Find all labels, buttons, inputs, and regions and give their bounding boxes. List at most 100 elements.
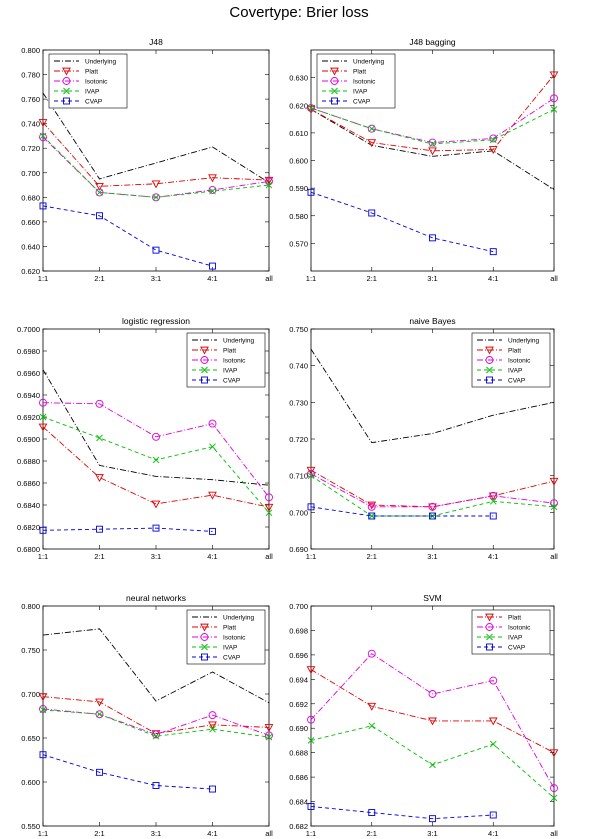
chart-title: naive Bayes [409, 316, 455, 326]
y-tick-label: 0.690 [289, 724, 308, 733]
data-point-cvap [152, 524, 160, 532]
y-tick-label: 0.720 [289, 435, 308, 444]
data-point-isotonic [307, 715, 315, 724]
series-line-platt [310, 669, 555, 754]
chart-title: neural networks [126, 593, 186, 603]
data-point-isotonic [39, 705, 47, 713]
legend-label-isotonic: Isotonic [223, 635, 246, 642]
data-point-isotonic [307, 104, 315, 112]
x-tick-label: 4:1 [488, 829, 498, 838]
data-point-platt [264, 503, 274, 512]
legend-label-ivap: IVAP [508, 368, 522, 375]
data-point-cvap [368, 209, 376, 217]
legend-marker-ivap [201, 643, 208, 651]
series-line-ivap [310, 107, 555, 145]
x-tick-label: 3:1 [151, 829, 161, 838]
legend-marker-isotonic [330, 77, 339, 85]
data-point-cvap [429, 815, 436, 823]
data-point-ivap [209, 443, 216, 451]
x-tick-label: 1:1 [38, 552, 48, 561]
legend-marker-cvap [331, 97, 338, 105]
data-point-isotonic [39, 133, 47, 142]
y-tick-label: 0.7000 [17, 325, 40, 334]
data-point-isotonic [307, 469, 315, 478]
x-tick-label: 4:1 [207, 829, 217, 838]
x-tick-label: all [550, 274, 558, 283]
data-point-platt [95, 474, 104, 483]
data-point-cvap [307, 503, 315, 511]
y-tick-label: 0.692 [289, 700, 308, 709]
series-line-underlying [310, 109, 555, 190]
data-point-ivap [489, 740, 497, 748]
y-tick-label: 0.760 [21, 95, 40, 104]
legend-label-platt: Platt [353, 69, 366, 76]
y-tick-label: 0.694 [289, 675, 308, 684]
data-point-ivap [152, 732, 160, 740]
y-tick-label: 0.630 [289, 74, 308, 83]
x-tick-label: 3:1 [427, 274, 437, 283]
data-point-cvap [96, 525, 103, 533]
x-tick-label: all [265, 829, 273, 838]
data-point-platt [488, 146, 498, 154]
data-point-cvap [307, 802, 315, 810]
legend-label-platt: Platt [223, 348, 236, 355]
x-tick-label: 2:1 [367, 552, 377, 561]
x-tick-label: 2:1 [94, 552, 104, 561]
y-tick-label: 0.650 [21, 734, 40, 743]
y-tick-label: 0.710 [289, 472, 308, 481]
data-point-ivap [265, 733, 273, 741]
y-tick-label: 0.682 [289, 822, 308, 831]
series-line-platt [42, 122, 270, 187]
y-tick-label: 0.680 [21, 193, 40, 202]
legend: Underlying Platt Isotonic IVAP CVAP [316, 53, 396, 109]
x-tick-label: 3:1 [427, 552, 437, 561]
data-point-cvap [368, 809, 376, 817]
data-point-cvap [209, 785, 216, 793]
data-point-platt [208, 174, 217, 183]
data-point-ivap [96, 434, 103, 442]
x-tick-label: 1:1 [38, 274, 48, 283]
data-point-platt [151, 500, 161, 509]
legend-marker-cvap [486, 643, 493, 651]
series-line-isotonic [310, 653, 555, 789]
y-tick-label: 0.600 [21, 778, 40, 787]
data-point-isotonic [367, 502, 376, 511]
data-point-ivap [307, 104, 315, 112]
legend-label-ivap: IVAP [508, 635, 522, 642]
data-point-isotonic [550, 94, 558, 103]
data-point-isotonic [428, 690, 437, 698]
data-point-isotonic [265, 731, 273, 740]
data-point-ivap [550, 106, 558, 113]
data-point-isotonic [95, 399, 104, 408]
x-tick-label: 1:1 [306, 552, 316, 561]
data-point-cvap [489, 248, 497, 256]
data-point-cvap [152, 246, 160, 254]
legend: Platt Isotonic IVAP CVAP [471, 609, 551, 655]
data-point-ivap [550, 794, 558, 802]
data-point-platt [428, 503, 437, 512]
x-tick-label: all [550, 552, 558, 561]
legend: Underlying Platt Isotonic IVAP CVAP [186, 609, 266, 665]
x-tick-label: 1:1 [306, 274, 316, 283]
y-tick-label: 0.620 [289, 101, 308, 110]
legend-label-underlying: Underlying [508, 338, 539, 345]
chart-title: J48 bagging [409, 37, 456, 47]
data-point-platt [95, 698, 104, 707]
y-tick-label: 0.570 [289, 239, 308, 248]
y-tick-label: 0.620 [21, 267, 40, 276]
y-tick-label: 0.590 [289, 184, 308, 193]
y-tick-label: 0.6820 [17, 523, 40, 532]
legend-marker-cvap [201, 376, 208, 384]
data-point-cvap [96, 768, 103, 776]
data-point-platt [428, 717, 437, 726]
data-point-platt [208, 491, 217, 500]
legend-marker-isotonic [200, 356, 209, 364]
legend-label-isotonic: Isotonic [508, 358, 531, 365]
legend-label-ivap: IVAP [223, 368, 237, 375]
data-point-isotonic [152, 432, 160, 441]
data-point-ivap [39, 132, 47, 140]
y-tick-label: 0.740 [21, 120, 40, 129]
series-line-underlying [42, 92, 270, 183]
x-tick-label: 3:1 [151, 552, 161, 561]
series-line-cvap [310, 191, 494, 253]
